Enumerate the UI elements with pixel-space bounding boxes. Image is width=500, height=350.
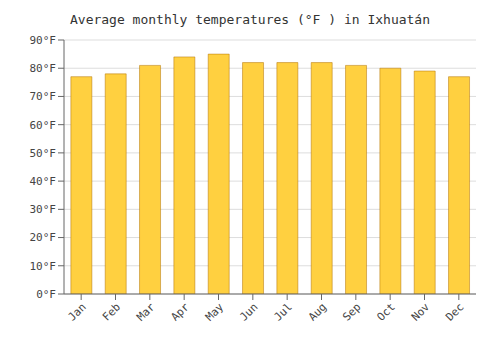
svg-text:30°F: 30°F [30,203,57,216]
svg-text:50°F: 50°F [30,147,57,160]
svg-text:Feb: Feb [100,300,123,323]
svg-text:70°F: 70°F [30,90,57,103]
html-text:Average monthly temperatures (: Average monthly temperatures (°F ) in Ix… [70,12,430,27]
svg-text:Dec: Dec [443,300,466,323]
svg-text:40°F: 40°F [30,175,57,188]
svg-text:Jun: Jun [237,300,260,323]
svg-text:90°F: 90°F [30,34,57,47]
svg-text:May: May [203,300,227,324]
svg-text:Aug: Aug [306,300,329,323]
svg-text:Mar: Mar [134,300,158,324]
svg-text:Jul: Jul [272,300,295,323]
svg-text:Sep: Sep [340,300,363,323]
svg-text:80°F: 80°F [30,62,57,75]
svg-text:Jan: Jan [66,300,89,323]
svg-text:Apr: Apr [169,300,193,324]
svg-text:Oct: Oct [375,300,398,323]
svg-text:Nov: Nov [409,300,433,324]
svg-text:10°F: 10°F [30,260,57,273]
svg-text:20°F: 20°F [30,231,57,244]
svg-text:60°F: 60°F [30,119,57,132]
svg-text:0°F: 0°F [36,288,56,301]
